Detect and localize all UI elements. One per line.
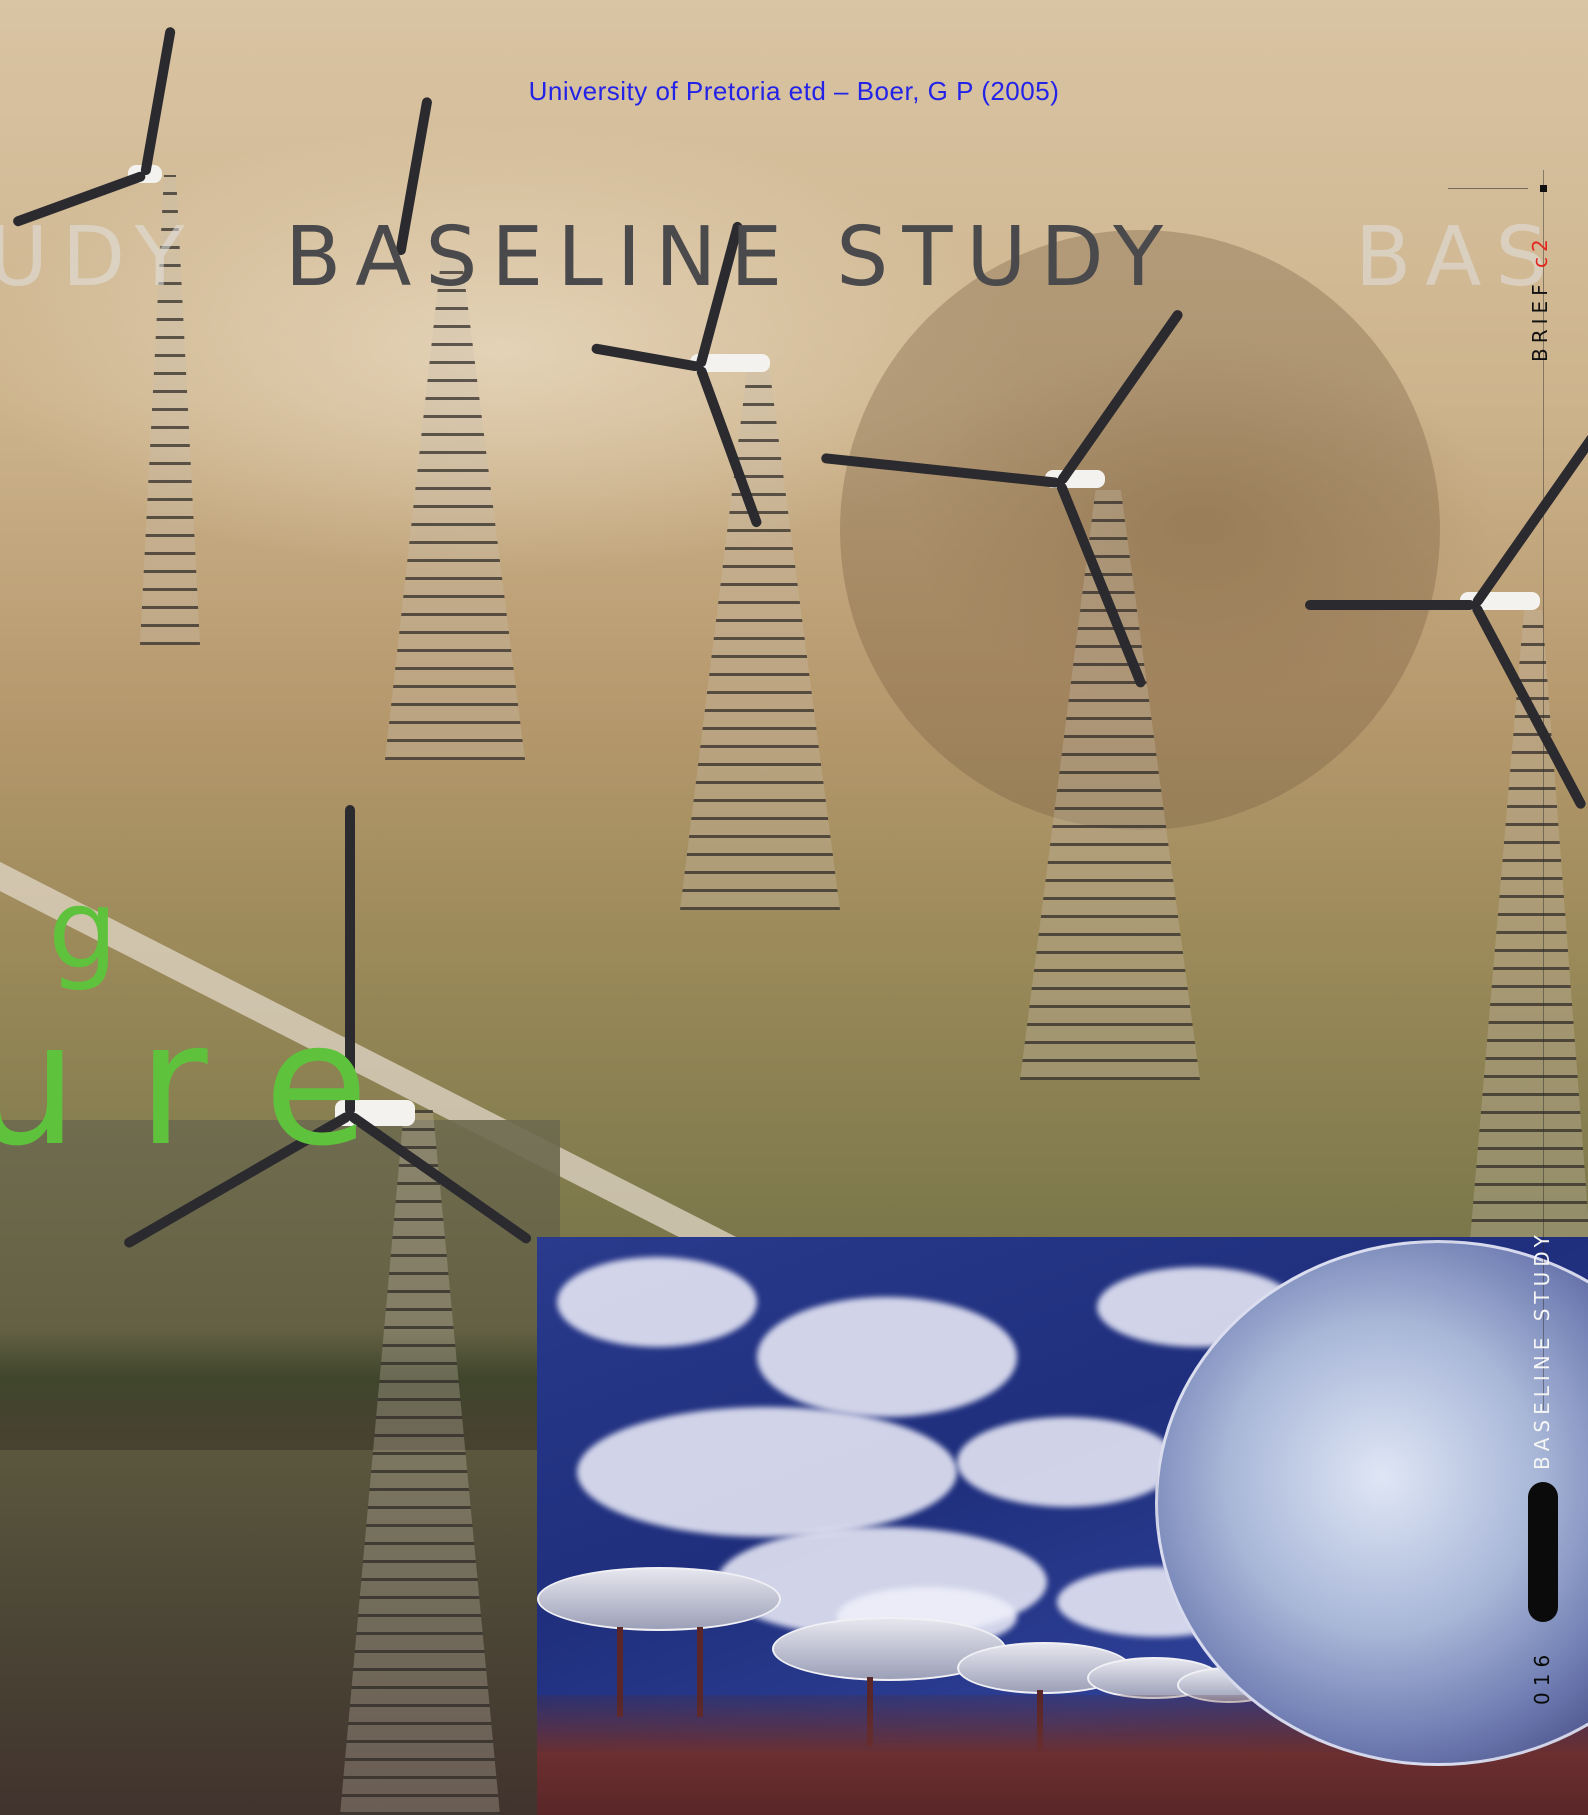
background-letter-g: g (48, 865, 118, 993)
section-label: BASELINE STUDY (1530, 1230, 1554, 1470)
side-divider-line (1543, 170, 1544, 1410)
section-pill-marker (1528, 1482, 1558, 1622)
side-tab: BRIEF c2 BASELINE STUDY 016 (1448, 170, 1578, 1800)
brief-chapter-label: BRIEF c2 (1528, 234, 1552, 362)
citation-header: University of Pretoria etd – Boer, G P (… (528, 76, 1060, 106)
brief-label: BRIEF (1528, 279, 1552, 362)
headline-left-fragment: UDY (0, 210, 199, 305)
hedge-image (0, 1330, 560, 1450)
headline-title: BASELINE STUDY (285, 210, 1178, 305)
headline-banner: UDY BASELINE STUDY BAS (0, 210, 1588, 305)
side-horizontal-line (1448, 188, 1528, 189)
large-solar-dish (1155, 1240, 1588, 1766)
page-number: 016 (1530, 1648, 1554, 1705)
side-marker-dot (1540, 185, 1547, 192)
headline-right-fragment: BAS (1355, 210, 1562, 305)
background-word-ure: ure (0, 986, 429, 1184)
chapter-label: c2 (1528, 234, 1552, 268)
